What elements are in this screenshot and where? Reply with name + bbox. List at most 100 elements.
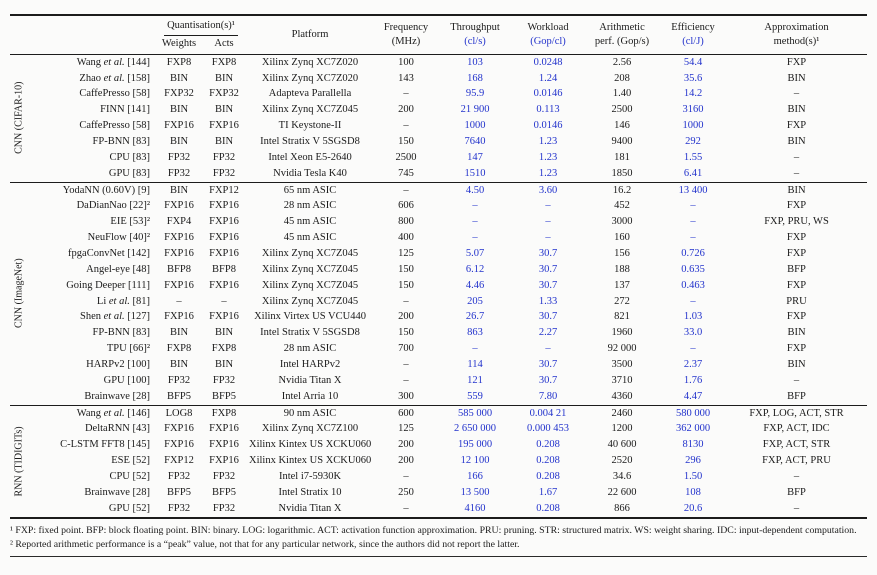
row-label: C-LSTM FFT8 [145] <box>60 439 150 451</box>
efficiency-cell: 6.41 <box>683 167 703 179</box>
table-row: fpgaConvNet [142] FXP16 FXP16 Xilinx Zynq X… <box>10 246 867 262</box>
arith-perf-cell: 160 <box>614 232 630 244</box>
table-row: FP-BNN [83] BIN BIN Intel Stratix V 5SGSD8 1… <box>10 134 867 150</box>
row-label: GPU [52] <box>108 502 150 514</box>
arith-perf-cell: 22 600 <box>607 486 637 498</box>
workload-cell: 30.7 <box>538 374 558 386</box>
throughput-cell: 103 <box>467 56 483 68</box>
acts-cell: BIN <box>214 72 234 84</box>
frequency-cell: 600 <box>398 407 414 419</box>
footnote-2: ² Reported arithmetic performance is a “… <box>10 538 520 550</box>
group-label: CNN (CIFAR-10) <box>13 82 25 155</box>
table-row: CNN (ImageNet) YodaNN (0.60V) [9] BIN FXP12… <box>10 182 867 329</box>
frequency-cell: 200 <box>398 104 414 116</box>
approx-cell: FXP, PRU, WS <box>764 216 829 228</box>
frequency-cell: 745 <box>398 167 414 179</box>
arith-perf-cell: 2.56 <box>612 56 632 68</box>
platform-cell: Xilinx Zynq XC7Z020 <box>261 56 359 68</box>
weights-cell: FXP16 <box>164 232 194 244</box>
throughput-cell: 585 000 <box>457 407 493 419</box>
efficiency-cell: 13 400 <box>678 184 708 196</box>
row-label: DeltaRNN [43] <box>84 423 150 435</box>
header-line: (Gop/cl) <box>530 35 566 47</box>
weights-cell: BIN <box>169 327 189 339</box>
table-row: FINN [141] BIN BIN Xilinx Zynq XC7Z045 200 21… <box>10 102 867 118</box>
arith-perf-cell: 34.6 <box>612 471 632 483</box>
weights-cell: FXP8 <box>166 56 192 68</box>
frequency-cell: – <box>403 471 409 483</box>
workload-cell: – <box>545 216 551 228</box>
table-row: Brainwave [28] BFP5 BFP5 Intel Stratix 10 25… <box>10 485 867 501</box>
header-line: (MHz) <box>391 35 421 47</box>
approx-cell: – <box>793 88 800 100</box>
header-row-1: Quantisation(s)¹ Platform Frequency (MHz… <box>10 15 867 47</box>
throughput-cell: – <box>472 232 478 244</box>
approx-cell: – <box>793 502 800 514</box>
approx-cell: BFP <box>787 390 806 402</box>
throughput-cell: 114 <box>467 359 483 371</box>
approximation-header: Approximation method(s)¹ <box>726 15 867 54</box>
workload-cell: 1.23 <box>538 167 558 179</box>
table-row: HARPv2 [100] BIN BIN Intel HARPv2 – 114 30.7 35… <box>10 357 867 373</box>
table-row: ESE [52] FXP12 FXP16 Xilinx Kintex US XCKU0… <box>10 453 867 469</box>
frequency-cell: 700 <box>398 343 414 355</box>
arith-perf-cell: 146 <box>614 120 630 132</box>
frequency-cell: 150 <box>398 136 414 148</box>
acts-cell: FXP16 <box>209 232 239 244</box>
table-row: C-LSTM FFT8 [145] FXP16 FXP16 Xilinx Kintex… <box>10 437 867 453</box>
acts-cell: FXP16 <box>209 439 239 451</box>
acts-cell: BIN <box>214 327 234 339</box>
throughput-cell: 21 900 <box>460 104 490 116</box>
weights-cell: FP32 <box>167 471 191 483</box>
platform-cell: Xilinx Kintex US XCKU060 <box>249 439 372 451</box>
approx-cell: FXP <box>786 56 807 68</box>
approx-cell: FXP, LOG, ACT, STR <box>749 407 844 419</box>
acts-cell: FP32 <box>212 151 236 163</box>
workload-cell: – <box>545 200 551 212</box>
arith-perf-cell: 181 <box>614 151 630 163</box>
row-label: Wang et al. [144] <box>76 56 150 68</box>
efficiency-cell: 4.47 <box>683 390 703 402</box>
platform-cell: Xilinx Zynq XC7Z045 <box>261 263 359 275</box>
efficiency-cell: 1000 <box>682 120 704 132</box>
frequency-cell: – <box>403 359 409 371</box>
arith-perf-cell: 40 600 <box>607 439 637 451</box>
acts-cell: FXP32 <box>209 88 239 100</box>
approx-cell: BFP <box>787 263 806 275</box>
platform-cell: Xilinx Kintex US XCKU060 <box>249 455 372 467</box>
acts-cell: FXP16 <box>209 200 239 212</box>
row-label: DaDianNao [22]² <box>76 200 150 212</box>
frequency-cell: 125 <box>398 248 414 260</box>
weights-cell: FP32 <box>167 502 191 514</box>
acts-cell: FXP8 <box>211 407 237 419</box>
weights-cell: FP32 <box>167 374 191 386</box>
table-row: CPU [52] FP32 FP32 Intel i7-5930K – 166 0.208 3… <box>10 469 867 485</box>
table-row: Brainwave [28] BFP5 BFP5 Intel Arria 10 300 5… <box>10 389 867 405</box>
throughput-cell: 205 <box>467 295 483 307</box>
workload-cell: 1.24 <box>538 72 558 84</box>
weights-cell: FXP16 <box>164 248 194 260</box>
weights-cell: FXP32 <box>164 88 194 100</box>
arith-perf-cell: 1200 <box>611 423 633 435</box>
acts-cell: FXP8 <box>211 343 237 355</box>
table-row: DaDianNao [22]² FXP16 FXP16 28 nm ASIC 606 – –… <box>10 198 867 214</box>
row-label: Li et al. [81] <box>96 295 150 307</box>
table-row: EIE [53]² FXP4 FXP16 45 nm ASIC 800 – – 3000 – FX… <box>10 214 867 230</box>
approx-cell: FXP <box>786 200 807 212</box>
throughput-cell: 7640 <box>464 136 486 148</box>
approx-cell: BIN <box>787 359 806 371</box>
row-label: NeuFlow [40]² <box>87 232 150 244</box>
frequency-cell: 200 <box>398 311 414 323</box>
frequency-cell: 606 <box>398 200 414 212</box>
acts-cell: FXP16 <box>209 311 239 323</box>
frequency-cell: 143 <box>398 72 414 84</box>
throughput-cell: 863 <box>467 327 483 339</box>
frequency-cell: – <box>403 502 409 514</box>
efficiency-cell: – <box>690 200 696 212</box>
workload-cell: 0.208 <box>536 439 560 451</box>
arith-perf-cell: 452 <box>614 200 630 212</box>
weights-cell: BFP8 <box>167 263 191 275</box>
platform-cell: Intel Stratix V 5SGSD8 <box>260 136 360 148</box>
table-row: CNN (CIFAR-10) Wang et al. [144] FXP8 FXP8 X… <box>10 54 867 155</box>
